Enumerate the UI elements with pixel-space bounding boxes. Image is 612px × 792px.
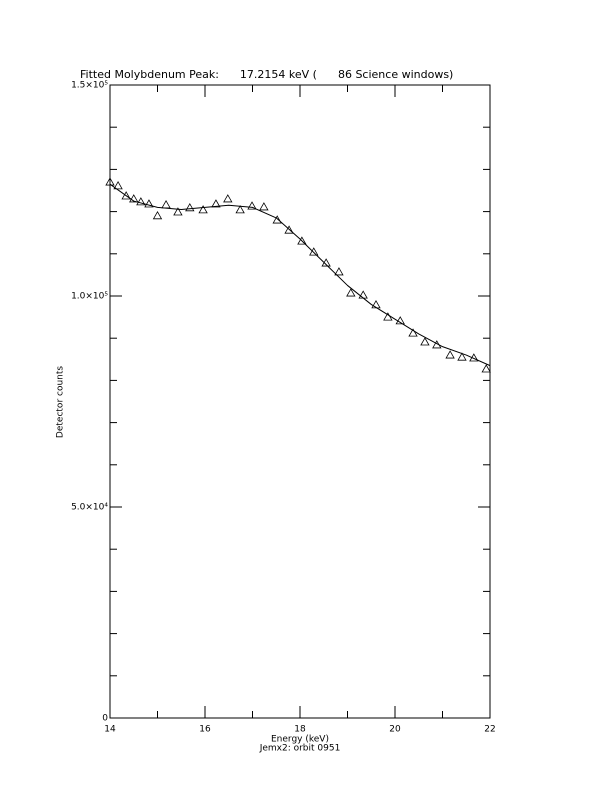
x-tick-label: 20 [389,725,401,735]
y-axis-label: Detector counts [56,366,66,438]
data-point [346,288,356,297]
y-tick-label: 5.0×10⁴ [71,503,108,513]
x-axis-label: Energy (keV) [271,735,329,745]
data-point [223,194,233,203]
data-point [173,207,183,216]
data-point [272,215,282,224]
data-point [185,202,195,212]
footnote: Jemx2: orbit 0951 [259,744,341,754]
data-point [144,199,154,208]
data-point [113,181,123,190]
data-point [420,337,430,346]
data-point [198,205,208,214]
data-point [259,202,269,211]
x-tick-label: 14 [104,725,116,735]
data-point [247,201,257,210]
fit-line [109,183,491,367]
data-point [408,328,418,337]
data-point [445,350,455,359]
data-point [129,194,139,203]
data-point [457,352,467,361]
x-tick-label: 16 [199,725,211,735]
data-point [297,236,307,245]
data-point [235,205,245,214]
x-tick-label: 18 [294,725,306,735]
data-point [161,200,171,209]
x-tick-label: 22 [484,725,495,735]
y-tick-label: 1.5×10⁵ [71,81,108,91]
y-tick-label: 1.0×10⁵ [71,292,108,302]
data-point [284,225,294,234]
data-point [395,316,405,325]
data-point [211,199,221,208]
chart-title: Fitted Molybdenum Peak: 17.2154 keV ( 86… [80,68,453,81]
data-point [152,211,163,220]
data-point [105,177,115,186]
data-point [136,197,146,206]
y-tick-label: 0 [102,714,108,724]
data-point [334,267,344,276]
data-point [309,247,319,256]
data-point [121,191,131,200]
data-point [358,290,368,299]
data-point [481,364,491,373]
plot-frame [109,84,491,719]
